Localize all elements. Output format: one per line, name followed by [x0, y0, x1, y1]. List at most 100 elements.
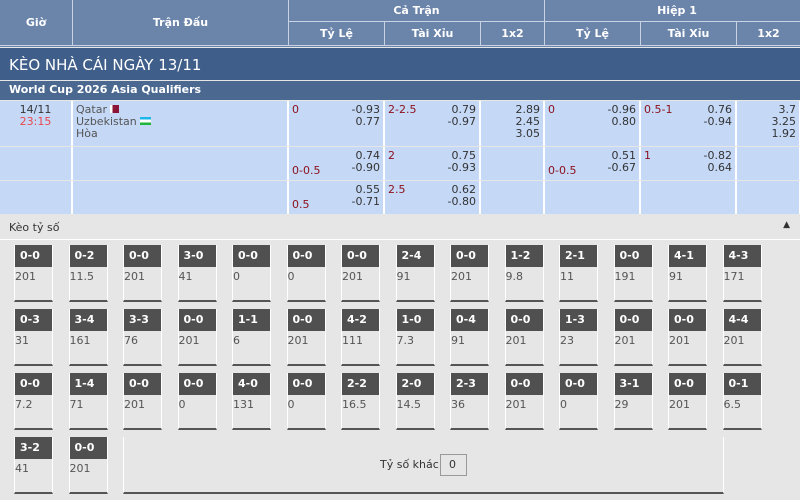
1x2-odds[interactable]: 3.25 — [771, 115, 797, 128]
score-tile[interactable]: 1-2 9.8 — [504, 245, 544, 302]
score-tile[interactable]: 0-0 191 — [613, 245, 653, 302]
1x2-odds[interactable]: 2.45 — [515, 115, 541, 128]
score-tile[interactable]: 4-3 171 — [722, 245, 762, 302]
1x2-odds[interactable]: 1.92 — [771, 127, 797, 140]
score-tile[interactable]: 0-0 201 — [504, 309, 544, 366]
ft-ou-line[interactable]: 2.5 — [388, 183, 406, 196]
score-tile[interactable]: 0-0 201 — [68, 437, 108, 494]
odds-value[interactable]: -0.96 — [607, 103, 636, 116]
odds-value[interactable]: 0.75 — [451, 149, 477, 162]
score-tile[interactable]: 4-1 91 — [668, 245, 707, 302]
ft-hdp-line[interactable]: 0 — [292, 103, 299, 116]
score-odds: 71 — [69, 398, 84, 411]
score-tile[interactable]: 0-0 201 — [668, 373, 707, 430]
score-label: 3-1 — [614, 373, 652, 395]
league-name[interactable]: World Cup 2026 Asia Qualifiers — [0, 81, 800, 100]
score-tile[interactable]: 3-2 41 — [14, 437, 53, 494]
odds-value[interactable]: 0.62 — [451, 183, 477, 196]
score-label: 0-0 — [15, 245, 52, 267]
odds-value[interactable]: -0.93 — [447, 161, 476, 174]
odds-value[interactable]: 0.80 — [611, 115, 637, 128]
h1-ou-line[interactable]: 1 — [644, 149, 651, 162]
score-label: 2-1 — [560, 245, 597, 267]
score-label: 3-0 — [178, 245, 216, 267]
score-tile[interactable]: 1-4 71 — [68, 373, 108, 430]
score-tile[interactable]: 3-3 76 — [123, 309, 162, 366]
odds-value[interactable]: 0.79 — [451, 103, 477, 116]
score-tile[interactable]: 0-0 201 — [504, 373, 544, 430]
score-tile[interactable]: 3-4 161 — [68, 309, 108, 366]
odds-value[interactable]: 0.64 — [707, 161, 733, 174]
ft-ou-line[interactable]: 2-2.5 — [388, 103, 417, 116]
header-tran-dau: Trận Đấu — [73, 0, 289, 46]
odds-value[interactable]: 0.74 — [355, 149, 381, 162]
1x2-odds[interactable]: 3.05 — [515, 127, 541, 140]
score-tile[interactable]: 3-1 29 — [613, 373, 653, 430]
other-score-box: Tỷ số khác 0 — [123, 437, 724, 494]
score-tile[interactable]: 0-0 0 — [286, 373, 326, 430]
cell-h1-1x2 — [737, 147, 800, 180]
score-tile[interactable]: 2-3 36 — [450, 373, 489, 430]
score-odds: 36 — [451, 398, 465, 411]
1x2-odds[interactable]: 3.7 — [778, 103, 797, 116]
score-tile[interactable]: 0-0 7.2 — [14, 373, 53, 430]
score-tile[interactable]: 0-4 91 — [450, 309, 489, 366]
score-tile[interactable]: 4-4 201 — [722, 309, 762, 366]
header-h1-tai-xiu: Tài Xỉu — [641, 22, 737, 46]
score-tile[interactable]: 1-3 23 — [559, 309, 598, 366]
h1-ou-line[interactable]: 0.5-1 — [644, 103, 673, 116]
score-label: 1-1 — [233, 309, 270, 331]
score-tile[interactable]: 0-0 201 — [341, 245, 380, 302]
score-tile[interactable]: 2-1 11 — [559, 245, 598, 302]
score-tile[interactable]: 0-0 201 — [668, 309, 707, 366]
odds-value[interactable]: -0.94 — [703, 115, 732, 128]
odds-value[interactable]: -0.90 — [351, 161, 380, 174]
score-tile[interactable]: 0-0 0 — [286, 245, 326, 302]
odds-value[interactable]: 0.76 — [707, 103, 733, 116]
odds-value[interactable]: -0.82 — [703, 149, 732, 162]
score-tile[interactable]: 2-0 14.5 — [395, 373, 435, 430]
home-team[interactable]: Qatar — [76, 103, 107, 116]
score-tile[interactable]: 1-0 7.3 — [395, 309, 435, 366]
score-tile[interactable]: 0-0 201 — [450, 245, 489, 302]
cell-h1-1x2: 3.7 3.25 1.92 — [737, 101, 800, 146]
odds-value[interactable]: -0.71 — [351, 195, 380, 208]
score-tile[interactable]: 0-0 201 — [123, 245, 162, 302]
score-odds: 201 — [124, 270, 145, 283]
score-tile[interactable]: 0-3 31 — [14, 309, 53, 366]
score-tile[interactable]: 0-0 0 — [177, 373, 217, 430]
score-tile[interactable]: 1-1 6 — [232, 309, 271, 366]
odds-value[interactable]: -0.97 — [447, 115, 476, 128]
score-odds: 0 — [287, 398, 295, 411]
h1-hdp-line[interactable]: 0 — [548, 103, 555, 116]
ft-ou-line[interactable]: 2 — [388, 149, 395, 162]
score-tile[interactable]: 0-2 11.5 — [68, 245, 108, 302]
away-team[interactable]: Uzbekistan — [76, 115, 137, 128]
score-tile[interactable]: 0-0 201 — [286, 309, 326, 366]
score-tile[interactable]: 2-2 16.5 — [341, 373, 380, 430]
score-tile[interactable]: 0-0 0 — [559, 373, 598, 430]
score-tile[interactable]: 0-0 201 — [177, 309, 217, 366]
odds-value[interactable]: -0.67 — [607, 161, 636, 174]
score-tile[interactable]: 0-0 201 — [613, 309, 653, 366]
triangle-up-icon[interactable]: ▲ — [783, 220, 790, 230]
odds-value[interactable]: -0.93 — [351, 103, 380, 116]
score-tile[interactable]: 4-0 131 — [232, 373, 271, 430]
odds-value[interactable]: -0.80 — [447, 195, 476, 208]
odds-value[interactable]: 0.55 — [355, 183, 381, 196]
1x2-odds[interactable]: 2.89 — [515, 103, 541, 116]
score-tile[interactable]: 0-1 6.5 — [722, 373, 762, 430]
score-tile[interactable]: 0-0 201 — [14, 245, 53, 302]
ft-hdp-line[interactable]: 0.5 — [292, 198, 310, 211]
score-section-header[interactable]: Kèo tỷ số ▲ — [0, 215, 800, 240]
score-tile[interactable]: 2-4 91 — [395, 245, 435, 302]
h1-hdp-line[interactable]: 0-0.5 — [548, 164, 577, 177]
ft-hdp-line[interactable]: 0-0.5 — [292, 164, 321, 177]
odds-value[interactable]: 0.51 — [611, 149, 637, 162]
score-tile[interactable]: 0-0 0 — [232, 245, 271, 302]
score-label: 0-0 — [178, 309, 216, 331]
score-tile[interactable]: 4-2 111 — [341, 309, 380, 366]
odds-value[interactable]: 0.77 — [355, 115, 381, 128]
score-tile[interactable]: 0-0 201 — [123, 373, 162, 430]
score-tile[interactable]: 3-0 41 — [177, 245, 217, 302]
